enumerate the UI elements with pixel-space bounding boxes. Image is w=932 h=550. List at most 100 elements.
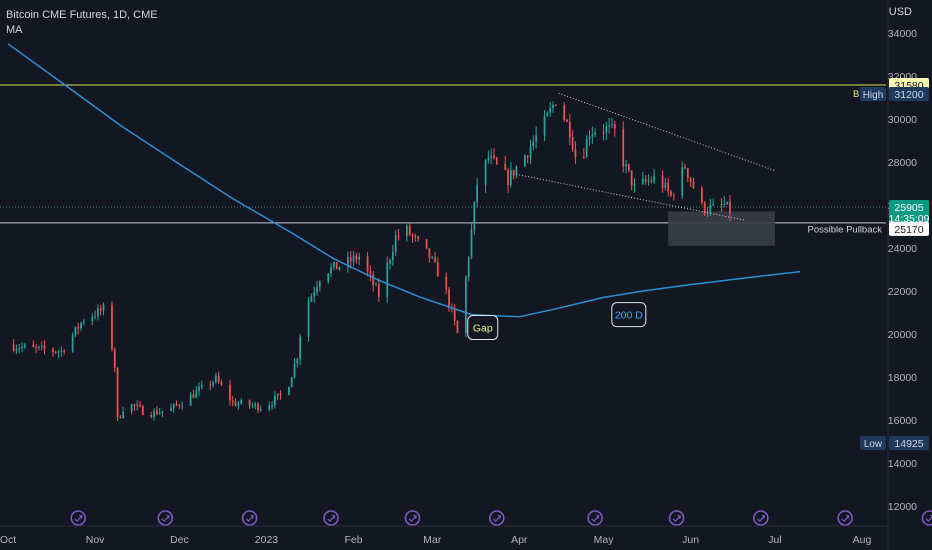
candle-body bbox=[217, 375, 220, 383]
candle-body bbox=[467, 257, 470, 277]
candle-body bbox=[237, 403, 240, 406]
candle-body bbox=[198, 387, 200, 391]
candle-body bbox=[332, 262, 335, 268]
candle-body bbox=[327, 273, 330, 282]
candle-body bbox=[428, 248, 431, 258]
candle-body bbox=[389, 260, 391, 264]
candle-body bbox=[515, 166, 518, 176]
candle-body bbox=[583, 156, 585, 158]
candle-body bbox=[608, 125, 611, 127]
event-icon-glyph bbox=[925, 514, 932, 522]
candle-body bbox=[456, 320, 459, 334]
candle-body bbox=[99, 308, 102, 311]
candle-body bbox=[681, 167, 684, 196]
candle-body bbox=[613, 124, 616, 129]
event-icon bbox=[323, 510, 339, 526]
candle-body bbox=[274, 396, 276, 406]
candle-body bbox=[549, 108, 552, 113]
candle-body bbox=[490, 155, 493, 158]
candle-body bbox=[375, 284, 377, 286]
candle-body bbox=[257, 403, 259, 411]
candle-body bbox=[170, 408, 172, 411]
candle-body bbox=[209, 384, 212, 386]
candle-body bbox=[57, 351, 60, 353]
candle-body bbox=[552, 104, 554, 109]
candle-body bbox=[706, 211, 709, 213]
pullback-zone bbox=[668, 211, 775, 246]
pullback-annotation-text: Possible Pullback bbox=[808, 225, 883, 236]
candle-body bbox=[526, 155, 529, 158]
candle-body bbox=[473, 201, 476, 230]
channel-trendline bbox=[558, 92, 776, 172]
candle-body bbox=[661, 175, 664, 189]
candle-body bbox=[18, 348, 21, 350]
candle-body bbox=[347, 257, 349, 268]
candle-body bbox=[293, 363, 296, 378]
candle-body bbox=[130, 404, 133, 413]
candle-body bbox=[77, 326, 80, 329]
event-icon-glyph bbox=[245, 514, 254, 522]
candle-body bbox=[484, 159, 487, 185]
candle-body bbox=[268, 405, 271, 410]
candle-body bbox=[588, 136, 591, 139]
time-tick-label: Jun bbox=[682, 534, 699, 546]
event-icon-glyph bbox=[841, 514, 850, 522]
candle-body bbox=[701, 188, 703, 203]
candle-body bbox=[627, 164, 630, 171]
candle-body bbox=[358, 256, 361, 260]
event-icon-glyph bbox=[74, 514, 83, 522]
candle-body bbox=[175, 404, 178, 406]
candle-body bbox=[189, 394, 192, 406]
candle-body bbox=[406, 226, 408, 237]
candle-body bbox=[487, 157, 490, 160]
indicator-label[interactable]: MA bbox=[6, 24, 23, 36]
candle-body bbox=[113, 349, 116, 368]
candle-body bbox=[178, 405, 181, 407]
candle-body bbox=[94, 316, 96, 318]
candle-body bbox=[470, 229, 473, 258]
candle-body bbox=[672, 195, 675, 197]
candle-body bbox=[161, 410, 164, 413]
candle-body bbox=[313, 292, 316, 297]
time-axis[interactable]: Oct Nov Dec 2023 Feb Mar Apr May Jun Jul Aug bbox=[0, 525, 888, 546]
candle-body bbox=[686, 168, 689, 178]
time-tick-label: Feb bbox=[344, 534, 362, 546]
candle-body bbox=[689, 177, 692, 182]
high-label: High bbox=[863, 90, 884, 101]
candle-body bbox=[397, 235, 400, 237]
event-icons bbox=[70, 510, 932, 526]
candle-body bbox=[349, 257, 352, 262]
candle-body bbox=[476, 184, 479, 202]
candle-body bbox=[220, 382, 223, 386]
candle-body bbox=[448, 289, 450, 308]
candle-body bbox=[158, 412, 161, 415]
high-value: 31200 bbox=[894, 89, 923, 101]
time-tick-label: Oct bbox=[0, 534, 16, 546]
price-tick-label: 28000 bbox=[888, 157, 917, 169]
pullback-zone-box bbox=[668, 211, 775, 246]
candle-body bbox=[554, 104, 557, 106]
ma-200d-line bbox=[7, 43, 801, 318]
candle-body bbox=[240, 400, 243, 404]
price-tick-label: 34000 bbox=[888, 28, 917, 40]
time-tick-label: Jul bbox=[768, 534, 781, 546]
candle-body bbox=[512, 170, 515, 176]
candle-body bbox=[296, 359, 299, 364]
moving-average bbox=[7, 43, 801, 318]
price-axis[interactable]: 1200014000160001800020000220002400026000… bbox=[860, 0, 930, 550]
ma-annotation-text: 200 D bbox=[615, 310, 643, 322]
candle-body bbox=[594, 132, 596, 135]
candle-body bbox=[377, 284, 380, 298]
event-icon bbox=[404, 510, 421, 526]
time-tick-label: Nov bbox=[86, 534, 105, 546]
symbol-title[interactable]: Bitcoin CME Futures, 1D, CME bbox=[6, 9, 158, 21]
candle-body bbox=[316, 287, 318, 293]
candle-body bbox=[215, 375, 217, 382]
candle-body bbox=[35, 347, 37, 349]
candle-body bbox=[181, 405, 184, 407]
channel-trendline bbox=[519, 174, 745, 221]
candle-body bbox=[52, 349, 54, 352]
candle-body bbox=[318, 281, 321, 288]
price-tick-label: 18000 bbox=[888, 372, 917, 384]
